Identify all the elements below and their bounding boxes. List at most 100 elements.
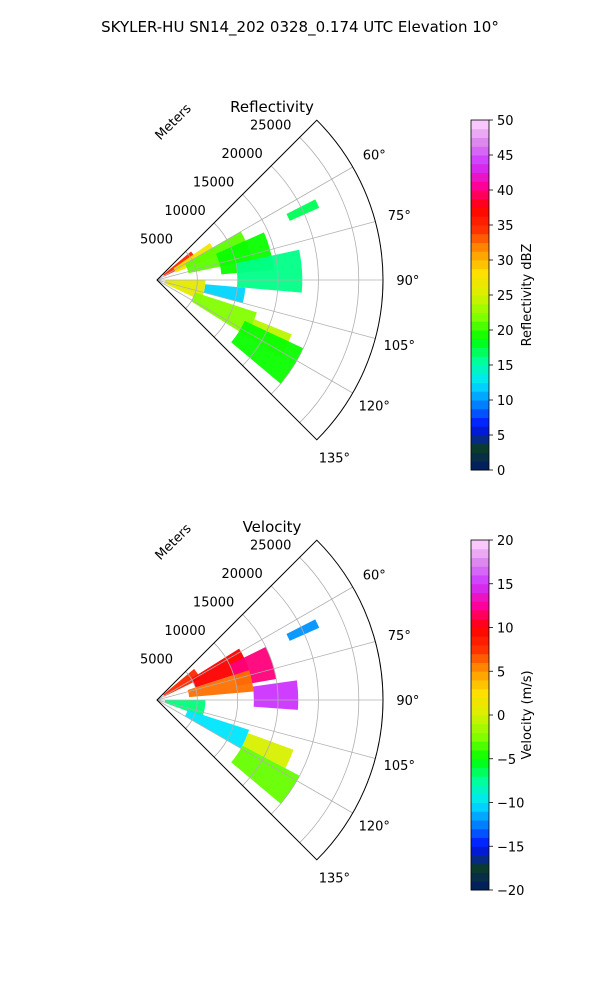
colorbar-segment xyxy=(471,172,489,182)
colorbar-segment xyxy=(471,435,489,445)
echo-region xyxy=(231,745,300,804)
colorbar-segment xyxy=(471,741,489,751)
colorbar-segment xyxy=(471,601,489,611)
echo-region xyxy=(231,320,304,384)
colorbar-segment xyxy=(471,408,489,418)
colorbar-segment xyxy=(471,636,489,646)
colorbar-segment xyxy=(471,627,489,637)
colorbar-segment xyxy=(471,863,489,873)
range-tick-label: 15000 xyxy=(193,595,234,610)
colorbar-segment xyxy=(471,461,489,471)
colorbar-segment xyxy=(471,190,489,200)
colorbar-segment xyxy=(471,776,489,786)
colorbar: −20 −15 −10 −5 0 5 10 15 20 Velocity (m/s) xyxy=(470,534,535,899)
azimuth-spoke xyxy=(156,641,376,701)
echo-region xyxy=(242,733,294,769)
colorbar-segment xyxy=(471,452,489,462)
colorbar-segment xyxy=(471,723,489,733)
panel-title: Reflectivity xyxy=(230,98,314,116)
polar-grid xyxy=(156,137,383,423)
azimuth-tick-label: 120° xyxy=(359,819,390,834)
colorbar-segment xyxy=(471,820,489,830)
colorbar-segment xyxy=(471,216,489,226)
colorbar-segment xyxy=(471,680,489,690)
colorbar-segment xyxy=(471,373,489,383)
colorbar-segment xyxy=(471,837,489,847)
azimuth-spoke xyxy=(156,279,376,339)
polar-grid xyxy=(156,557,383,843)
range-tick-label: 10000 xyxy=(164,624,205,639)
radar-panel-reflectivity: 60° 75° 90° 105° 120° 135° 5000 10000 15000 20000… xyxy=(140,98,535,479)
colorbar-segment xyxy=(471,128,489,138)
colorbar-segment xyxy=(471,181,489,191)
azimuth-tick-label: 105° xyxy=(384,759,415,774)
colorbar-segment xyxy=(471,356,489,366)
radial-axis-label: Meters xyxy=(153,521,195,563)
azimuth-spoke xyxy=(156,699,376,759)
colorbar-segment xyxy=(471,575,489,585)
range-tick-label: 25000 xyxy=(250,538,291,553)
azimuth-tick-label: 90° xyxy=(396,274,419,289)
colorbar-segment xyxy=(471,443,489,453)
colorbar-segment xyxy=(471,697,489,707)
colorbar-segment xyxy=(471,785,489,795)
sector-outline xyxy=(156,539,384,861)
colorbar-segment xyxy=(471,855,489,865)
colorbar-tick-label: 10 xyxy=(497,622,514,637)
radar-panels: 60°75°90°105°120°135°5000100001500020000… xyxy=(140,98,535,899)
colorbar-segment xyxy=(471,653,489,663)
range-tick-label: 5000 xyxy=(140,652,173,667)
range-tick-label: 20000 xyxy=(221,147,262,162)
colorbar-segment xyxy=(471,365,489,375)
colorbar-tick-label: 15 xyxy=(497,578,514,593)
colorbar-segment xyxy=(471,671,489,681)
colorbar-segment xyxy=(471,146,489,156)
azimuth-tick-label: 135° xyxy=(319,451,350,466)
azimuth-spoke xyxy=(156,279,353,394)
colorbar-segment xyxy=(471,268,489,278)
colorbar-segment xyxy=(471,881,489,891)
colorbar-label: Reflectivity dBZ xyxy=(520,244,535,347)
colorbar-segment xyxy=(471,155,489,165)
colorbar-segment xyxy=(471,251,489,261)
range-tick-label: 5000 xyxy=(140,232,173,247)
range-tick-label: 15000 xyxy=(193,175,234,190)
colorbar-segment xyxy=(471,793,489,803)
azimuth-tick-label: 105° xyxy=(384,339,415,354)
azimuth-tick-label: 120° xyxy=(359,399,390,414)
echo-region xyxy=(235,249,303,293)
colorbar-segment xyxy=(471,557,489,567)
azimuth-spoke xyxy=(156,699,353,814)
sector-outline xyxy=(156,119,384,441)
colorbar-segment xyxy=(471,391,489,401)
colorbar-segment xyxy=(471,706,489,716)
azimuth-tick-label: 60° xyxy=(363,569,386,584)
colorbar-segment xyxy=(471,382,489,392)
colorbar-segment xyxy=(471,828,489,838)
echo-region xyxy=(203,284,246,303)
colorbar-segment xyxy=(471,338,489,348)
echo-layer xyxy=(163,199,320,384)
colorbar-segment xyxy=(471,120,489,130)
azimuth-tick-label: 60° xyxy=(363,149,386,164)
colorbar-segment xyxy=(471,198,489,208)
colorbar-tick-label: −15 xyxy=(497,840,524,855)
colorbar-tick-label: 35 xyxy=(497,219,514,234)
radar-panel-velocity: 60° 75° 90° 105° 120° 135° 5000 10000 15000 20000… xyxy=(140,518,535,899)
colorbar-segment xyxy=(471,662,489,672)
colorbar-tick-label: 10 xyxy=(497,394,514,409)
colorbar-segment xyxy=(471,548,489,558)
colorbar-segment xyxy=(471,758,489,768)
colorbar-segment xyxy=(471,417,489,427)
radial-axis-label: Meters xyxy=(153,101,195,143)
colorbar-segment xyxy=(471,767,489,777)
colorbar-segment xyxy=(471,233,489,243)
colorbar-segment xyxy=(471,347,489,357)
colorbar-segment xyxy=(471,137,489,147)
colorbar: 0 5 10 15 20 25 30 35 40 45 50 Reflectivity dBZ xyxy=(470,114,535,479)
colorbar-tick-label: −5 xyxy=(497,753,516,768)
colorbar-segment xyxy=(471,715,489,725)
panel-title: Velocity xyxy=(243,518,302,536)
colorbar-segment xyxy=(471,303,489,313)
